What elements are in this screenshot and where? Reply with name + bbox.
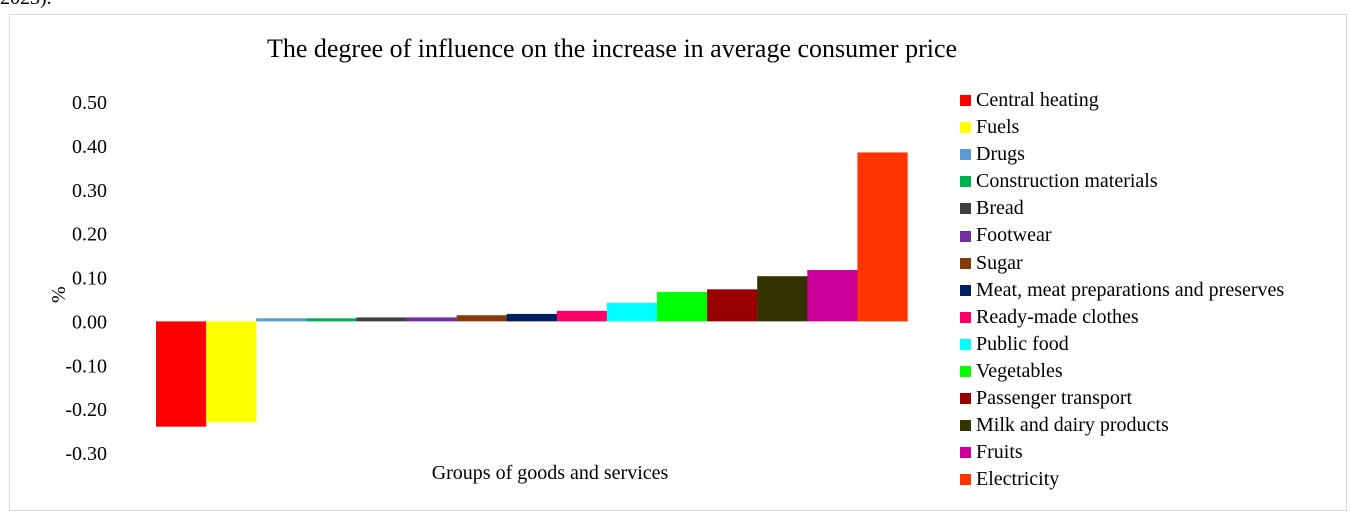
legend-label: Fuels bbox=[976, 116, 1020, 139]
legend-label: Central heating bbox=[976, 89, 1099, 111]
bar-fruits bbox=[807, 270, 858, 322]
legend-item: Vegetables bbox=[960, 358, 1284, 385]
bar-electricity bbox=[857, 152, 908, 322]
legend-swatch bbox=[960, 284, 971, 296]
legend-label: Drugs bbox=[976, 143, 1025, 166]
legend-item: Drugs bbox=[960, 141, 1284, 168]
legend-swatch bbox=[960, 420, 971, 432]
legend-item: Milk and dairy products bbox=[960, 412, 1284, 439]
legend-item: Bread bbox=[960, 195, 1284, 222]
legend-swatch bbox=[960, 203, 971, 215]
legend-label: Fruits bbox=[976, 441, 1023, 464]
x-axis-label: Groups of goods and services bbox=[431, 462, 669, 484]
legend-swatch bbox=[960, 122, 971, 134]
y-tick-label: -0.20 bbox=[65, 399, 107, 421]
legend-item: Sugar bbox=[960, 250, 1284, 277]
bar-vegetables bbox=[657, 291, 708, 322]
bar-sugar bbox=[456, 315, 507, 322]
legend-item: Passenger transport bbox=[960, 385, 1284, 412]
y-tick-label: 0.10 bbox=[72, 268, 107, 290]
legend-label: Sugar bbox=[976, 251, 1023, 274]
legend-label: Milk and dairy products bbox=[976, 414, 1169, 437]
legend-item: Meat, meat preparations and preserves bbox=[960, 277, 1284, 304]
legend-label: Meat, meat preparations and preserves bbox=[976, 278, 1285, 301]
bar-footwear bbox=[406, 317, 457, 322]
y-tick-label: 0.00 bbox=[72, 311, 107, 333]
bar-ready-made-clothes bbox=[556, 310, 608, 322]
legend-swatch bbox=[960, 176, 971, 188]
bar-milk-and-dairy-products bbox=[757, 276, 808, 322]
plot-area: 0.50 0.40 0.30 0.20 0.10 0.00 -0.10 -0.20 -0.30 bbox=[65, 92, 908, 465]
legend-label: Vegetables bbox=[976, 359, 1063, 382]
y-tick-label: 0.30 bbox=[72, 180, 107, 202]
preceding-text-fragment: 2023). bbox=[0, 0, 52, 8]
legend-swatch bbox=[960, 95, 971, 107]
y-tick-label: 0.40 bbox=[72, 136, 107, 158]
legend-item: Central heating bbox=[960, 87, 1284, 114]
y-tick-label: -0.30 bbox=[65, 443, 107, 465]
legend-label: Electricity bbox=[976, 468, 1060, 491]
legend-swatch bbox=[960, 230, 971, 242]
legend-label: Passenger transport bbox=[976, 387, 1133, 410]
legend-item: Fruits bbox=[960, 439, 1284, 466]
legend-label: Construction materials bbox=[976, 170, 1158, 193]
legend-swatch bbox=[960, 365, 971, 377]
chart-container: The degree of influence on the increase … bbox=[9, 14, 1347, 511]
y-tick-label: -0.10 bbox=[65, 355, 107, 377]
legend-label: Footwear bbox=[976, 224, 1052, 247]
legend-item: Ready-made clothes bbox=[960, 304, 1284, 331]
bar-meat-meat-preparations-and-preserves bbox=[506, 313, 557, 322]
legend-swatch bbox=[960, 474, 971, 486]
legend-swatch bbox=[960, 393, 971, 405]
y-tick-label: 0.20 bbox=[72, 224, 107, 246]
bar-construction-materials bbox=[306, 318, 357, 322]
chart-legend: Central heating Fuels Drugs Construction ma… bbox=[960, 87, 1284, 493]
legend-swatch bbox=[960, 149, 971, 161]
legend-label: Bread bbox=[976, 197, 1024, 220]
bar-drugs bbox=[256, 318, 307, 322]
legend-item: Construction materials bbox=[960, 168, 1284, 195]
bar-central-heating bbox=[156, 321, 207, 427]
bar-passenger-transport bbox=[707, 289, 758, 322]
legend-item: Fuels bbox=[960, 114, 1284, 141]
bar-bread bbox=[356, 317, 407, 322]
chart-title: The degree of influence on the increase … bbox=[266, 34, 958, 63]
legend-item: Electricity bbox=[960, 466, 1284, 493]
legend-swatch bbox=[960, 447, 971, 459]
y-axis-label: % bbox=[48, 286, 70, 303]
legend-swatch bbox=[960, 311, 971, 323]
legend-item: Public food bbox=[960, 331, 1284, 358]
legend-label: Public food bbox=[976, 332, 1069, 355]
legend-item: Footwear bbox=[960, 222, 1284, 249]
bar-public-food bbox=[606, 302, 658, 322]
legend-label: Ready-made clothes bbox=[976, 305, 1139, 328]
legend-swatch bbox=[960, 338, 971, 350]
y-tick-label: 0.50 bbox=[72, 92, 107, 114]
legend-swatch bbox=[960, 257, 971, 269]
bar-fuels bbox=[206, 321, 257, 423]
